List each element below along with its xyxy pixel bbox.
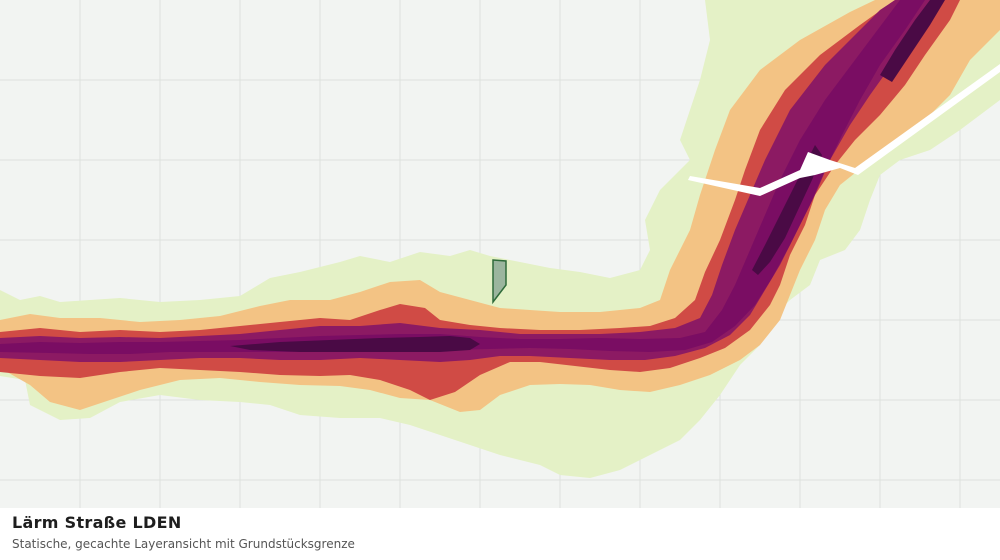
noise-band-6-north [752, 145, 822, 275]
noise-band-6 [230, 336, 480, 352]
layer-caption: Lärm Straße LDEN Statische, gecachte Lay… [0, 508, 1000, 560]
noise-map-canvas [0, 0, 1000, 508]
noise-map-viewport[interactable] [0, 0, 1000, 508]
road-gap [688, 64, 1000, 196]
noise-band-6-top [880, 0, 945, 82]
layer-subtitle: Statische, gecachte Layeransicht mit Gru… [12, 537, 355, 551]
layer-title: Lärm Straße LDEN [12, 513, 182, 532]
parcel-boundary-shape[interactable] [492, 259, 507, 305]
